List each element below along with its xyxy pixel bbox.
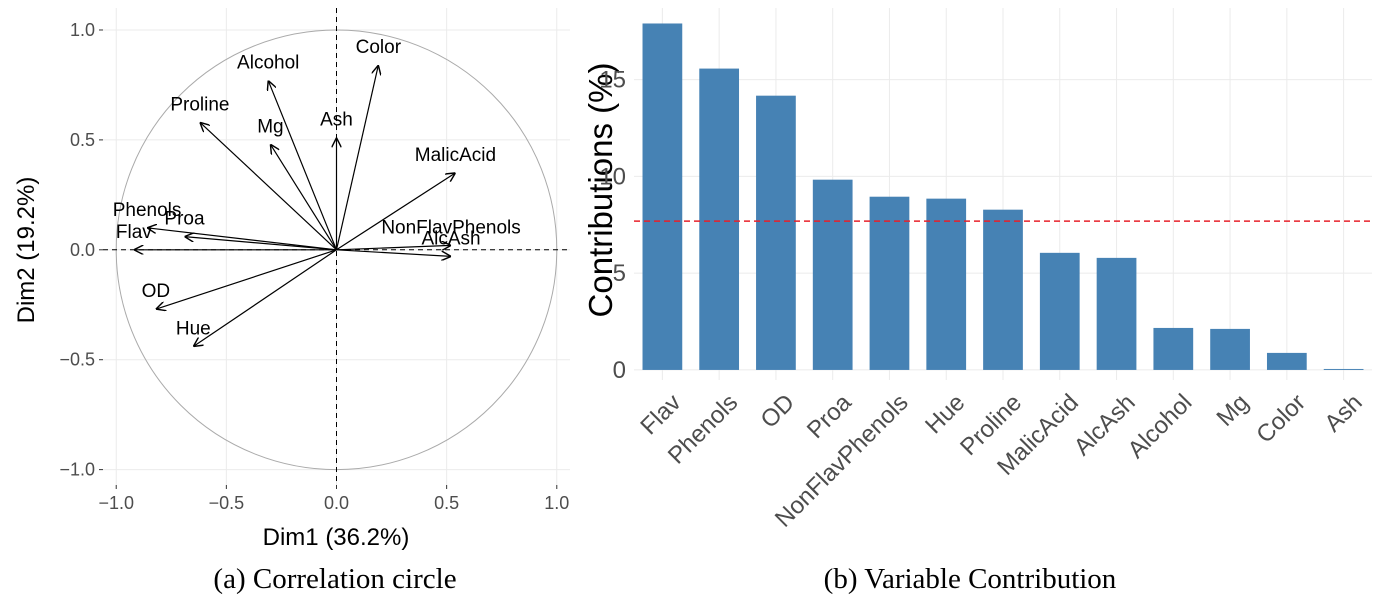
x-axis-title: Dim1 (36.2%) <box>263 524 410 551</box>
caption: (a) Correlation circle <box>213 563 456 595</box>
arrow <box>336 173 456 251</box>
arrow <box>336 249 452 257</box>
arrow <box>185 237 337 251</box>
bar <box>1266 352 1307 370</box>
x-tick-label: OD <box>755 389 800 434</box>
bar <box>812 179 853 370</box>
arrow-label: Proa <box>164 209 205 230</box>
arrow <box>200 122 337 251</box>
arrow-label: Color <box>356 37 402 58</box>
caption: (b) Variable Contribution <box>824 563 1117 595</box>
x-tick-label: Ash <box>1319 389 1367 437</box>
bar <box>642 23 683 370</box>
bar <box>699 68 740 370</box>
arrow <box>193 249 337 347</box>
y-axis-title: Contributions (%) <box>582 63 619 318</box>
x-tick-label: Flav <box>635 389 686 440</box>
arrow-label: Proline <box>170 94 229 115</box>
x-tick-label: 0.5 <box>434 493 459 513</box>
arrow-label: OD <box>142 281 171 302</box>
arrow <box>335 65 379 250</box>
y-tick-label: 15 <box>599 67 626 94</box>
y-tick-label: 0.5 <box>70 130 95 150</box>
x-tick-label: Hue <box>920 389 970 439</box>
arrow-label: AlcAsh <box>421 228 480 249</box>
arrow-label: Phenols <box>113 200 182 221</box>
x-tick-label: Mg <box>1212 389 1255 432</box>
y-tick-label: 0 <box>613 357 626 384</box>
arrow <box>336 245 452 249</box>
bar <box>869 196 910 370</box>
bar <box>926 198 967 370</box>
x-tick-label: −1.0 <box>98 493 134 513</box>
y-tick-label: 5 <box>613 260 626 287</box>
x-tick-label: 1.0 <box>544 493 569 513</box>
y-tick-label: −1.0 <box>59 460 95 480</box>
arrow-label: Mg <box>257 116 283 137</box>
bar <box>756 95 796 370</box>
bar <box>1210 328 1250 370</box>
arrow <box>270 144 338 251</box>
bar <box>1039 252 1080 370</box>
arrow-label: Flav <box>116 222 152 243</box>
arrow-label: Alcohol <box>237 53 299 74</box>
arrow <box>156 249 337 309</box>
x-tick-label: 0.0 <box>324 493 349 513</box>
y-axis-title: Dim2 (19.2%) <box>13 177 40 324</box>
arrow <box>147 228 337 251</box>
y-tick-label: −0.5 <box>59 350 95 370</box>
bar <box>1323 368 1364 370</box>
bar <box>1096 257 1137 370</box>
bar <box>983 209 1023 370</box>
arrow <box>268 81 338 251</box>
arrow-label: Ash <box>320 110 353 131</box>
arrow-label: Hue <box>176 319 211 340</box>
bar <box>1153 327 1194 370</box>
x-tick-label: −0.5 <box>209 493 245 513</box>
x-tick-label: Alcohol <box>1123 389 1198 464</box>
y-tick-label: 1.0 <box>70 20 95 40</box>
arrow-label: MalicAcid <box>415 145 496 166</box>
y-tick-label: 10 <box>599 163 626 190</box>
y-tick-label: 0.0 <box>70 240 95 260</box>
arrow-label: NonFlavPhenols <box>381 217 520 238</box>
x-tick-label: Color <box>1251 389 1311 449</box>
